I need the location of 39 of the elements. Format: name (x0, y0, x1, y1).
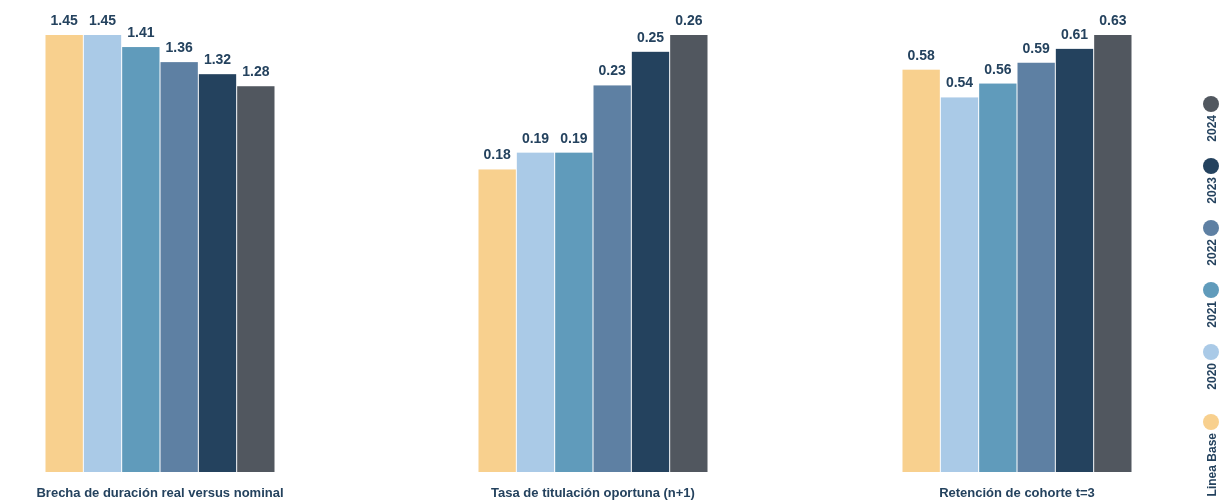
legend-label: 2023 (1205, 176, 1219, 204)
x-axis-title: Brecha de duración real versus nominal (36, 485, 284, 500)
legend-label: 2020 (1205, 362, 1219, 390)
data-label: 0.25 (636, 28, 665, 45)
bar (237, 86, 275, 472)
bar (83, 35, 122, 472)
data-label: 1.41 (127, 24, 155, 41)
x-axis-title: Retención de cohorte t=3 (939, 485, 1095, 500)
data-label: 0.63 (1099, 12, 1127, 28)
data-label: 1.45 (88, 12, 117, 28)
legend-label: 2021 (1205, 300, 1219, 328)
bar (555, 152, 593, 472)
legend-label: 2024 (1205, 114, 1219, 142)
bar (122, 47, 160, 472)
bar (631, 51, 670, 472)
x-axis-title: Tasa de titulación oportuna (n+1) (491, 485, 695, 500)
data-label: 0.19 (560, 129, 588, 146)
bar (478, 169, 516, 472)
bar (45, 35, 83, 472)
bar (670, 35, 708, 472)
bar (516, 152, 555, 472)
bar (160, 62, 198, 472)
data-label: 0.59 (1022, 39, 1050, 56)
legend-label: Linea Base (1205, 432, 1219, 497)
data-label: 0.23 (598, 62, 626, 79)
data-label: 0.26 (675, 12, 703, 28)
bar (593, 85, 631, 472)
data-label: 0.54 (945, 74, 974, 91)
data-label: 0.19 (521, 129, 550, 146)
data-label: 1.45 (50, 12, 78, 28)
data-label: 0.18 (483, 146, 511, 163)
data-label: 1.28 (242, 63, 270, 80)
data-label: 1.36 (165, 39, 193, 56)
legend-label: 2022 (1205, 238, 1219, 266)
data-label: 0.56 (984, 60, 1012, 77)
data-label: 1.32 (203, 51, 232, 68)
data-label: 0.61 (1060, 25, 1089, 42)
data-label: 0.58 (907, 46, 935, 63)
bar (198, 74, 237, 472)
